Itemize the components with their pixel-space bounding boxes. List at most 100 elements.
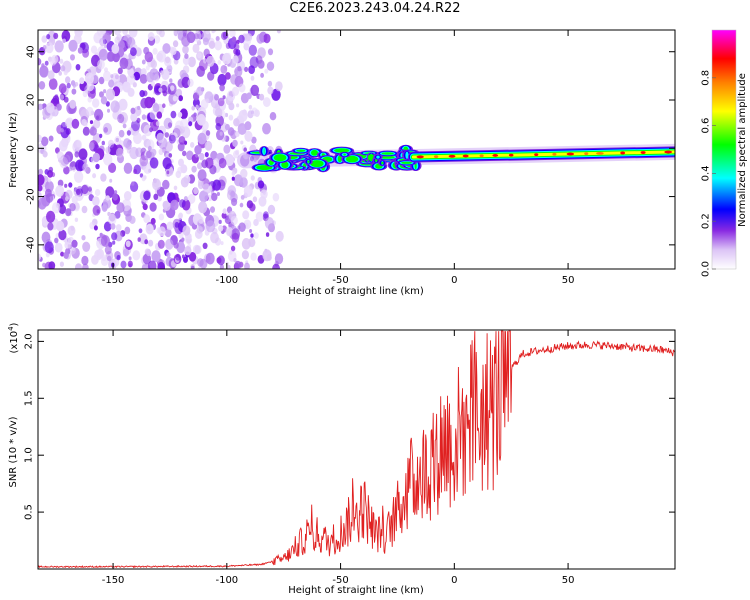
noise-speckle bbox=[105, 195, 110, 201]
noise-speckle bbox=[187, 193, 196, 204]
noise-speckle bbox=[81, 255, 89, 266]
noise-speckle bbox=[41, 35, 48, 43]
noise-speckle bbox=[85, 72, 94, 85]
noise-speckle bbox=[216, 192, 220, 196]
noise-speckle bbox=[180, 177, 189, 188]
noise-speckle bbox=[44, 241, 54, 254]
noise-speckle bbox=[186, 31, 196, 43]
noise-speckle bbox=[153, 193, 159, 200]
noise-speckle bbox=[108, 79, 115, 88]
noise-speckle bbox=[130, 107, 136, 115]
noise-speckle bbox=[219, 84, 225, 92]
x-tick-label: 0 bbox=[451, 575, 457, 586]
track-blob bbox=[296, 149, 306, 152]
noise-speckle bbox=[105, 88, 116, 101]
noise-speckle bbox=[276, 30, 281, 34]
noise-speckle bbox=[266, 61, 275, 71]
noise-speckle bbox=[210, 150, 218, 161]
noise-speckle bbox=[146, 139, 155, 151]
noise-speckle bbox=[99, 37, 106, 47]
noise-speckle bbox=[133, 168, 138, 174]
noise-speckle bbox=[62, 154, 71, 165]
noise-speckle bbox=[234, 260, 242, 269]
noise-speckle bbox=[165, 56, 171, 64]
colorbar: 0.0 0.2 0.4 0.6 0.8 Normalized spectral ampl… bbox=[701, 29, 748, 277]
noise-speckle bbox=[68, 182, 73, 188]
noise-speckle bbox=[157, 195, 162, 202]
noise-speckle bbox=[194, 153, 199, 158]
noise-speckle bbox=[224, 123, 230, 131]
noise-speckle bbox=[253, 232, 259, 239]
noise-speckle bbox=[65, 76, 71, 84]
noise-speckle bbox=[117, 113, 125, 124]
noise-speckle bbox=[238, 83, 246, 93]
noise-speckle bbox=[275, 230, 284, 242]
noise-speckle bbox=[116, 254, 121, 261]
noise-speckle bbox=[248, 104, 253, 110]
noise-speckle bbox=[38, 174, 45, 186]
noise-speckle bbox=[139, 155, 149, 167]
noise-speckle bbox=[269, 112, 277, 121]
noise-speckle bbox=[170, 199, 179, 211]
track-blob bbox=[311, 149, 318, 156]
noise-speckle bbox=[249, 56, 259, 69]
noise-speckle bbox=[194, 213, 200, 220]
noise-speckle bbox=[203, 58, 207, 64]
noise-speckle bbox=[116, 202, 125, 214]
noise-speckle bbox=[54, 237, 59, 244]
noise-speckle bbox=[75, 263, 82, 269]
noise-speckle bbox=[160, 70, 164, 75]
noise-speckle bbox=[227, 127, 235, 136]
noise-speckle bbox=[150, 80, 156, 87]
track-peak bbox=[552, 152, 557, 156]
noise-speckle bbox=[72, 83, 76, 88]
noise-speckle bbox=[228, 114, 234, 121]
noise-speckle bbox=[115, 224, 122, 232]
noise-speckle bbox=[202, 242, 208, 249]
colorbar-ticks: 0.0 0.2 0.4 0.6 0.8 bbox=[701, 70, 716, 277]
noise-speckle bbox=[219, 264, 224, 269]
noise-speckle bbox=[178, 136, 186, 145]
noise-speckle bbox=[206, 55, 215, 67]
noise-speckle bbox=[108, 162, 117, 173]
noise-speckle bbox=[153, 35, 161, 44]
noise-speckle bbox=[222, 208, 227, 214]
noise-speckle bbox=[174, 221, 180, 228]
noise-speckle bbox=[149, 127, 153, 133]
colorbar-label: Normalized spectral amplitude bbox=[737, 73, 748, 227]
noise-speckle bbox=[63, 166, 70, 175]
noise-speckle bbox=[231, 36, 237, 43]
noise-speckle bbox=[204, 140, 213, 151]
noise-speckle bbox=[180, 164, 188, 174]
y-tick-label: 2.0 bbox=[24, 333, 35, 349]
track-blob bbox=[307, 160, 310, 163]
noise-speckle bbox=[106, 255, 112, 262]
colorbar-tick-label: 0.6 bbox=[701, 118, 712, 134]
noise-speckle bbox=[141, 175, 146, 182]
noise-speckle bbox=[147, 260, 157, 269]
noise-speckle bbox=[42, 150, 48, 158]
noise-speckle bbox=[38, 168, 43, 175]
noise-speckle bbox=[77, 47, 83, 54]
noise-speckle bbox=[243, 185, 253, 198]
noise-speckle bbox=[82, 48, 90, 58]
noise-speckle bbox=[67, 244, 71, 249]
noise-speckle bbox=[175, 253, 181, 261]
noise-speckle bbox=[199, 190, 209, 203]
noise-speckle bbox=[49, 105, 58, 117]
noise-speckle bbox=[233, 174, 243, 187]
track-peak bbox=[433, 155, 439, 159]
noise-speckle bbox=[212, 179, 222, 191]
snr-y-axis: 0.5 1.0 1.5 2.0 bbox=[24, 333, 675, 520]
noise-speckle bbox=[149, 109, 158, 120]
noise-speckle bbox=[162, 157, 172, 170]
noise-speckle bbox=[267, 204, 276, 215]
track-peak bbox=[566, 152, 575, 156]
noise-speckle bbox=[105, 101, 110, 107]
noise-speckle bbox=[65, 118, 72, 127]
noise-speckle bbox=[157, 261, 165, 269]
noise-speckle bbox=[105, 186, 115, 198]
noise-speckle bbox=[224, 112, 229, 118]
noise-speckle bbox=[63, 69, 68, 76]
noise-speckle bbox=[220, 241, 224, 246]
